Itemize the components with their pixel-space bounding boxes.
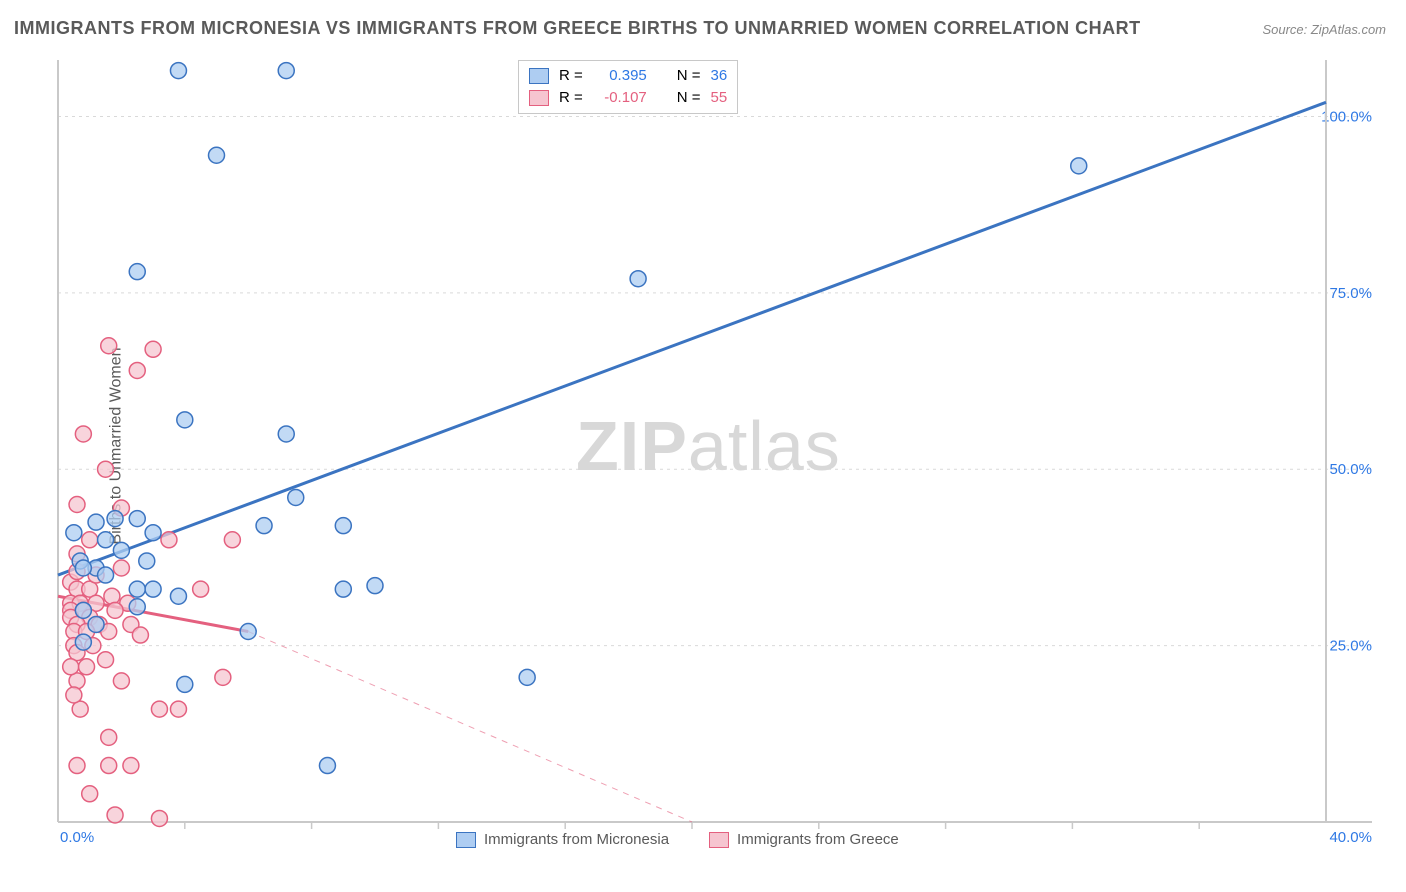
svg-text:25.0%: 25.0% [1329,638,1372,655]
legend-label-greece: Immigrants from Greece [737,831,899,848]
n-value-micronesia: 36 [711,65,728,87]
stats-legend: R = 0.395 N = 36 R = -0.107 N = 55 [518,60,738,114]
legend-item-micronesia: Immigrants from Micronesia [456,831,669,848]
swatch-greece [529,90,549,106]
svg-text:75.0%: 75.0% [1329,285,1372,302]
stats-row-greece: R = -0.107 N = 55 [529,87,727,109]
plot-area: 25.0%50.0%75.0%100.0%0.0%40.0% ZIPatlas … [56,56,1376,846]
series-legend: Immigrants from Micronesia Immigrants fr… [456,831,899,848]
r-value-greece: -0.107 [593,87,647,109]
n-value-greece: 55 [711,87,728,109]
chart-title: IMMIGRANTS FROM MICRONESIA VS IMMIGRANTS… [14,18,1141,39]
svg-text:50.0%: 50.0% [1329,461,1372,478]
stats-row-micronesia: R = 0.395 N = 36 [529,65,727,87]
swatch-greece [709,832,729,848]
svg-text:0.0%: 0.0% [60,829,94,846]
r-label: R = [559,87,583,109]
r-label: R = [559,65,583,87]
svg-text:100.0%: 100.0% [1321,108,1372,125]
legend-item-greece: Immigrants from Greece [709,831,899,848]
scatter-chart: 25.0% 50.0% 75.0% 100.0% 0.0% 40.0% [56,56,1376,846]
n-label: N = [677,87,701,109]
r-value-micronesia: 0.395 [593,65,647,87]
n-label: N = [677,65,701,87]
swatch-micronesia [456,832,476,848]
svg-text:40.0%: 40.0% [1329,829,1372,846]
source-attribution: Source: ZipAtlas.com [1262,22,1386,37]
swatch-micronesia [529,68,549,84]
legend-label-micronesia: Immigrants from Micronesia [484,831,669,848]
